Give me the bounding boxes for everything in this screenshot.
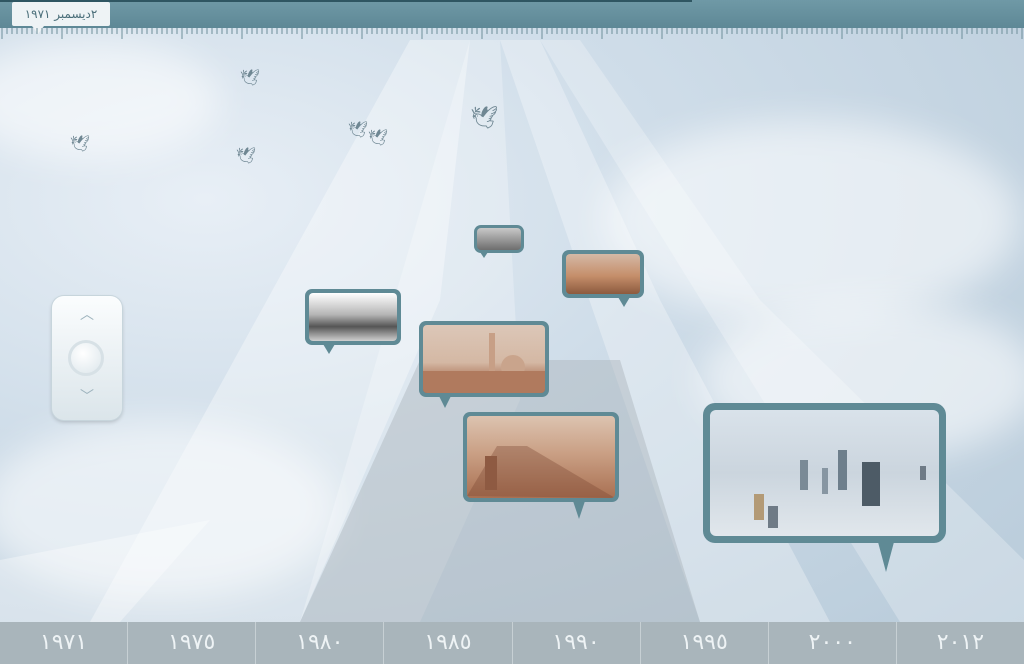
photo-bubble[interactable] <box>305 289 401 354</box>
top-progress-bar <box>0 0 1024 28</box>
photo-image <box>423 325 545 393</box>
chevron-up-icon[interactable]: ︿ <box>80 307 94 323</box>
photo-image <box>566 254 640 294</box>
photo-bubble[interactable] <box>474 225 524 258</box>
bird-icon: 🕊 <box>368 128 389 147</box>
progress-fill <box>0 0 692 2</box>
photo-image <box>309 293 397 341</box>
cloud <box>0 40 220 160</box>
photo-image <box>477 228 521 250</box>
year-timeline: ١٩٧١ ١٩٧٥ ١٩٨٠ ١٩٨٥ ١٩٩٠ ١٩٩٥ ٢٠٠٠ ٢٠١٢ <box>0 622 1024 664</box>
bird-icon: 🕊 <box>240 68 261 87</box>
chevron-down-icon[interactable]: ﹀ <box>80 389 94 405</box>
cloud <box>0 420 340 600</box>
bird-icon: 🕊 <box>236 146 257 165</box>
year-1980[interactable]: ١٩٨٠ <box>256 622 385 664</box>
year-1971[interactable]: ١٩٧١ <box>0 622 129 664</box>
skyline-in-fog <box>754 450 926 528</box>
timeline-ruler[interactable] <box>0 28 1024 40</box>
mosque-silhouette <box>423 333 545 393</box>
navigation-control[interactable]: ︿ ﹀ <box>52 296 122 420</box>
year-1975[interactable]: ١٩٧٥ <box>128 622 257 664</box>
bird-icon: 🕊 <box>70 134 91 153</box>
year-2012[interactable]: ٢٠١٢ <box>936 630 985 655</box>
photo-image <box>467 416 615 498</box>
year-1995[interactable]: ١٩٩٥ <box>641 622 769 664</box>
current-date-label: ٢ديسمبر ١٩٧١ <box>12 2 110 34</box>
photo-bubble[interactable] <box>463 412 619 519</box>
photo-bubble[interactable] <box>562 250 644 307</box>
bird-icon: 🕊 <box>348 120 369 139</box>
cloud <box>600 120 1020 320</box>
highway-scene <box>467 446 615 498</box>
photo-bubble[interactable] <box>419 321 549 408</box>
photo-image <box>710 410 939 536</box>
photo-bubble[interactable] <box>703 403 946 572</box>
bird-icon: 🕊 <box>470 106 498 131</box>
year-1985[interactable]: ١٩٨٥ <box>384 622 513 664</box>
year-2000[interactable]: ٢٠٠٠ <box>769 622 897 664</box>
circle-knob-icon[interactable] <box>68 340 104 376</box>
year-1990[interactable]: ١٩٩٠ <box>513 622 641 664</box>
